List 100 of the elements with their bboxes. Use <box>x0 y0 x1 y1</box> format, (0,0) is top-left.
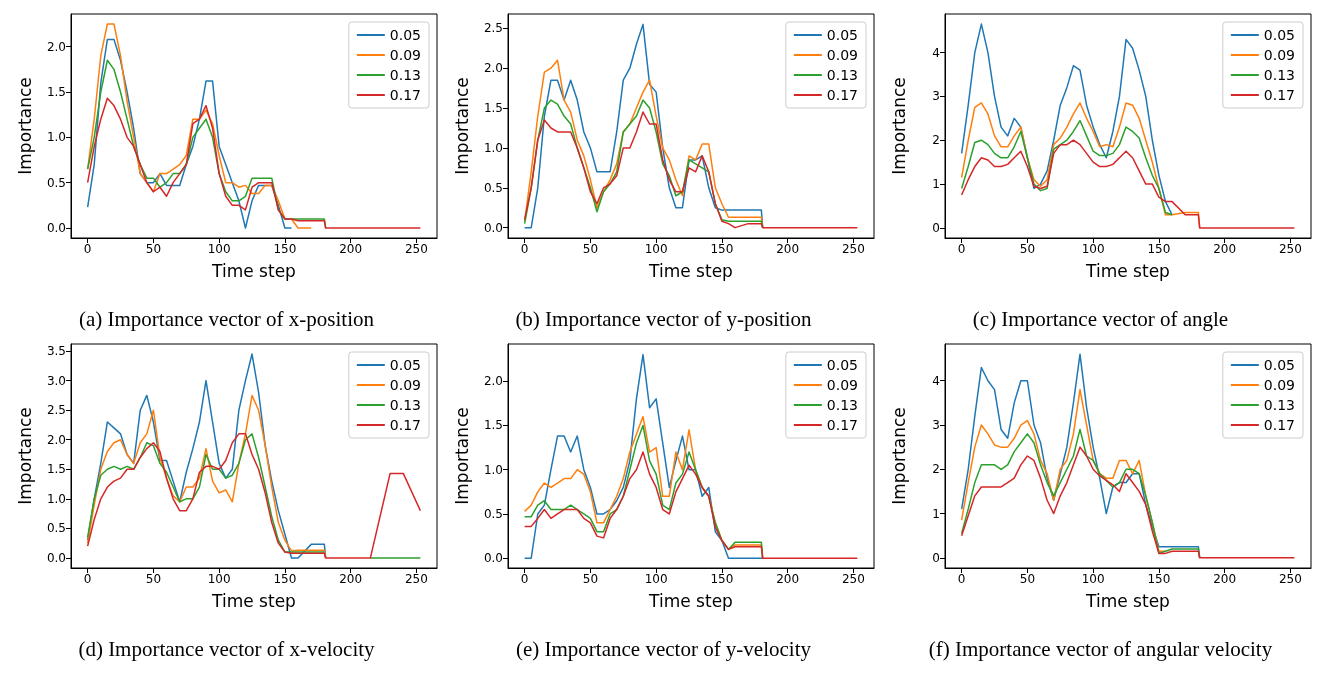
text: (a) Importance vector of x-position <box>78 306 375 331</box>
y-tick-label: 0.0 <box>483 551 503 566</box>
legend-label: 0.13 <box>826 397 858 413</box>
x-tick-label: 200 <box>776 572 800 586</box>
legend-label: 0.05 <box>389 27 421 43</box>
x-tick-label: 150 <box>710 242 734 256</box>
legend-label: 0.17 <box>826 417 858 433</box>
x-tick-label: 200 <box>339 572 363 586</box>
y-tick-label: 0.5 <box>483 180 503 195</box>
y-tick-label: 3.0 <box>46 373 66 388</box>
y-tick-label: 2 <box>932 462 940 477</box>
x-axis-title: Time step <box>211 260 296 281</box>
y-tick-label: 2.5 <box>46 403 66 418</box>
y-tick-label: 3 <box>932 89 940 104</box>
text: (d) Importance vector of x-velocity <box>78 636 376 661</box>
y-axis-title: Importance <box>888 407 909 505</box>
y-tick-label: 1 <box>932 506 940 521</box>
line-series <box>86 23 312 229</box>
x-tick-label: 0 <box>83 572 92 586</box>
legend-label: 0.17 <box>826 87 858 103</box>
x-tick-label: 250 <box>1278 242 1302 256</box>
legend-label: 0.05 <box>389 357 421 373</box>
x-tick-label: 250 <box>404 242 428 256</box>
legend-label: 0.13 <box>826 67 858 83</box>
y-tick-label: 2.0 <box>483 61 503 76</box>
y-tick-label: 0.0 <box>46 550 66 565</box>
y-tick-label: 3.5 <box>46 344 66 359</box>
y-tick-label: 4 <box>932 373 940 388</box>
x-tick-label: 150 <box>273 242 297 256</box>
x-tick-label: 0 <box>957 572 966 586</box>
line-series <box>86 38 293 229</box>
line-series <box>86 353 327 559</box>
x-tick-label: 150 <box>1147 242 1171 256</box>
x-tick-label: 100 <box>1081 572 1105 586</box>
line-series <box>960 23 1173 216</box>
x-axis-title: Time step <box>1085 260 1170 281</box>
y-axis-title: Importance <box>14 77 35 175</box>
y-tick-label: 2.0 <box>483 374 503 389</box>
legend-label: 0.09 <box>826 47 858 63</box>
x-tick-label: 250 <box>404 572 428 586</box>
legend-label: 0.05 <box>1263 357 1295 373</box>
x-tick-label: 250 <box>841 242 865 256</box>
x-tick-label: 0 <box>83 242 92 256</box>
legend-label: 0.09 <box>1263 377 1295 393</box>
line-series <box>960 119 1173 216</box>
x-tick-label: 200 <box>776 242 800 256</box>
x-tick-label: 200 <box>1213 572 1237 586</box>
x-tick-label: 0 <box>520 572 529 586</box>
y-tick-label: 1.0 <box>46 130 66 145</box>
y-tick-label: 3 <box>932 418 940 433</box>
line-series <box>960 446 1296 559</box>
y-tick-label: 1.5 <box>46 84 66 99</box>
text: (e) Importance vector of y-velocity <box>515 636 812 661</box>
x-tick-label: 100 <box>207 242 231 256</box>
y-tick-label: 0.0 <box>483 220 503 235</box>
y-tick-label: 0.5 <box>46 175 66 190</box>
x-tick-label: 250 <box>841 572 865 586</box>
y-tick-label: 0.5 <box>46 521 66 536</box>
legend-label: 0.09 <box>389 47 421 63</box>
y-tick-label: 0 <box>932 550 940 565</box>
legend-label: 0.09 <box>389 377 421 393</box>
x-tick-label: 100 <box>1081 242 1105 256</box>
x-tick-label: 50 <box>1019 242 1036 256</box>
y-tick-label: 4 <box>932 45 940 60</box>
x-axis-title: Time step <box>211 590 296 611</box>
x-tick-label: 50 <box>582 572 599 586</box>
text: (b) Importance vector of y-position <box>515 306 813 331</box>
y-tick-label: 2.0 <box>46 432 66 447</box>
legend-label: 0.17 <box>389 87 421 103</box>
y-tick-label: 1.5 <box>483 101 503 116</box>
y-tick-label: 1.0 <box>483 462 503 477</box>
x-tick-label: 0 <box>957 242 966 256</box>
x-tick-label: 50 <box>1019 572 1036 586</box>
text: (f) Importance vector of angular velocity <box>928 636 1273 661</box>
x-tick-label: 50 <box>145 572 162 586</box>
x-tick-label: 200 <box>1213 242 1237 256</box>
x-tick-label: 200 <box>339 242 363 256</box>
legend-label: 0.13 <box>389 67 421 83</box>
legend-label: 0.13 <box>1263 397 1295 413</box>
x-tick-label: 150 <box>1147 572 1171 586</box>
y-tick-label: 1.5 <box>483 418 503 433</box>
x-tick-label: 100 <box>207 572 231 586</box>
y-tick-label: 1.0 <box>483 140 503 155</box>
y-axis-title: Importance <box>14 407 35 505</box>
y-tick-label: 1.0 <box>46 491 66 506</box>
legend-label: 0.09 <box>1263 47 1295 63</box>
y-tick-label: 0.5 <box>483 506 503 521</box>
y-tick-label: 0 <box>932 220 940 235</box>
x-tick-label: 150 <box>273 572 297 586</box>
y-axis-title: Importance <box>888 77 909 175</box>
line-series <box>523 451 859 560</box>
legend-label: 0.05 <box>826 27 858 43</box>
y-tick-label: 1.5 <box>46 462 66 477</box>
legend-label: 0.17 <box>389 417 421 433</box>
legend-label: 0.17 <box>1263 87 1295 103</box>
x-tick-label: 100 <box>644 572 668 586</box>
line-series <box>523 23 764 229</box>
y-axis-title: Importance <box>451 77 472 175</box>
legend-label: 0.09 <box>826 377 858 393</box>
y-axis-title: Importance <box>451 407 472 505</box>
